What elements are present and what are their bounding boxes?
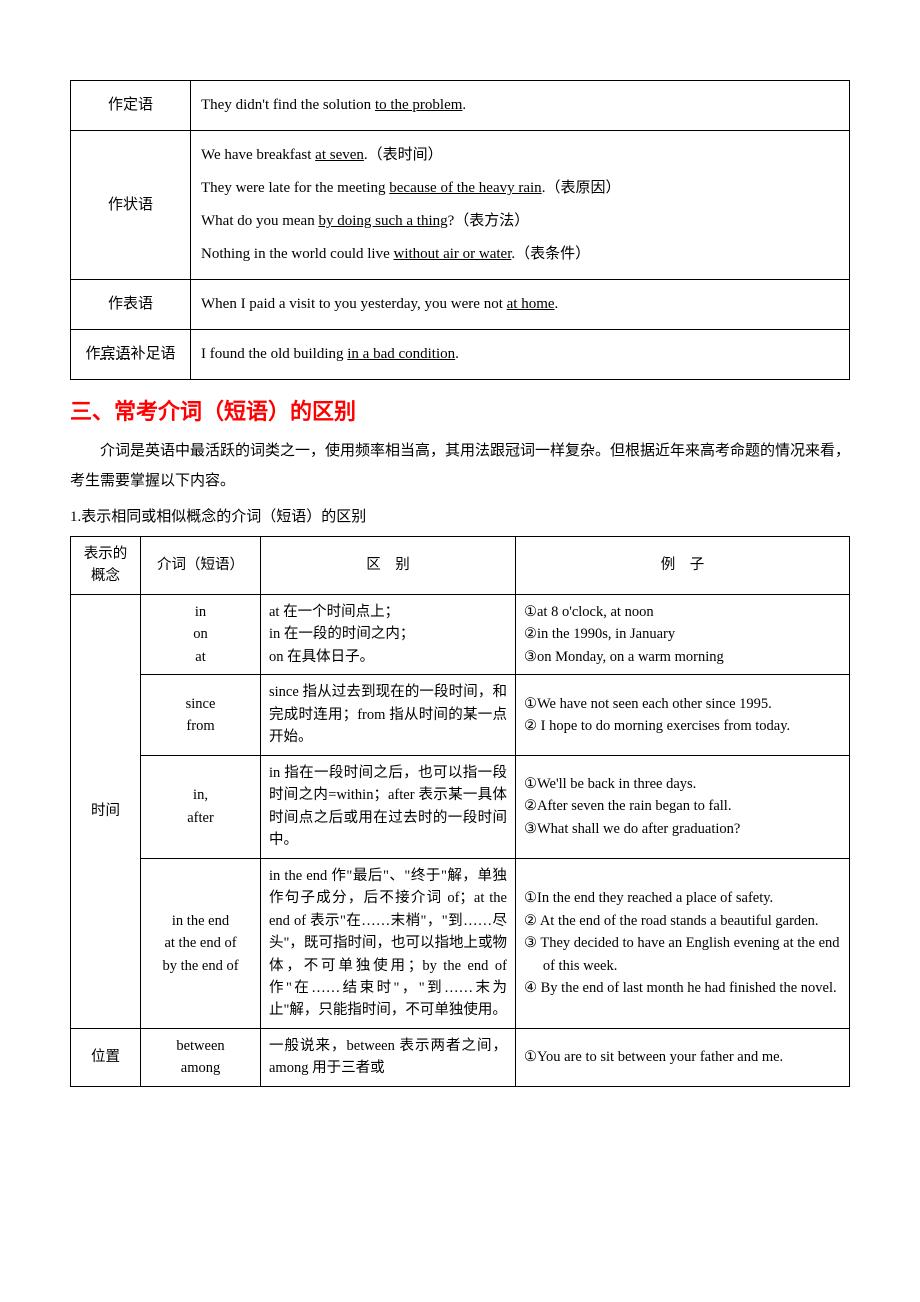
intro-paragraph: 介词是英语中最活跃的词类之一，使用频率相当高，其用法跟冠词一样复杂。但根据近年来… bbox=[70, 436, 850, 496]
usage-examples: They didn't find the solution to the pro… bbox=[191, 81, 850, 131]
preposition-cell: sincefrom bbox=[141, 675, 261, 755]
example-cell: ①at 8 o'clock, at noon②in the 1990s, in … bbox=[516, 594, 850, 674]
section-title: 三、常考介词（短语）的区别 bbox=[70, 394, 850, 426]
usage-label: 作状语 bbox=[71, 131, 191, 280]
description-cell: since 指从过去到现在的一段时间，和完成时连用；from 指从时间的某一点开… bbox=[261, 675, 516, 755]
table-header: 表示的概念 bbox=[71, 537, 141, 595]
example-cell: ①You are to sit between your father and … bbox=[516, 1028, 850, 1086]
usage-label: 作表语 bbox=[71, 280, 191, 330]
description-cell: in the end 作"最后"、"终于"解，单独作句子成分，后不接介词 of；… bbox=[261, 858, 516, 1028]
description-cell: 一般说来，between 表示两者之间，among 用于三者或 bbox=[261, 1028, 516, 1086]
example-cell: ①We have not seen each other since 1995.… bbox=[516, 675, 850, 755]
subheading: 1.表示相同或相似概念的介词（短语）的区别 bbox=[70, 502, 850, 532]
usage-label: 作宾语补足语 bbox=[71, 330, 191, 380]
table-header: 例 子 bbox=[516, 537, 850, 595]
concept-cell: 位置 bbox=[71, 1028, 141, 1086]
table-header: 区 别 bbox=[261, 537, 516, 595]
preposition-cell: betweenamong bbox=[141, 1028, 261, 1086]
concept-cell: 时间 bbox=[71, 594, 141, 1028]
usage-table: 作定语They didn't find the solution to the … bbox=[70, 80, 850, 380]
description-cell: at 在一个时间点上；in 在一段的时间之内；on 在具体日子。 bbox=[261, 594, 516, 674]
preposition-cell: inonat bbox=[141, 594, 261, 674]
preposition-cell: in the endat the end ofby the end of bbox=[141, 858, 261, 1028]
usage-examples: When I paid a visit to you yesterday, yo… bbox=[191, 280, 850, 330]
usage-examples: I found the old building in a bad condit… bbox=[191, 330, 850, 380]
table-header: 介词（短语） bbox=[141, 537, 261, 595]
description-cell: in 指在一段时间之后，也可以指一段时间之内=within；after 表示某一… bbox=[261, 755, 516, 858]
usage-label: 作定语 bbox=[71, 81, 191, 131]
example-cell: ①In the end they reached a place of safe… bbox=[516, 858, 850, 1028]
preposition-cell: in,after bbox=[141, 755, 261, 858]
comparison-table: 表示的概念介词（短语）区 别例 子时间inonatat 在一个时间点上；in 在… bbox=[70, 536, 850, 1087]
usage-examples: We have breakfast at seven.（表时间）They wer… bbox=[191, 131, 850, 280]
example-cell: ①We'll be back in three days.②After seve… bbox=[516, 755, 850, 858]
